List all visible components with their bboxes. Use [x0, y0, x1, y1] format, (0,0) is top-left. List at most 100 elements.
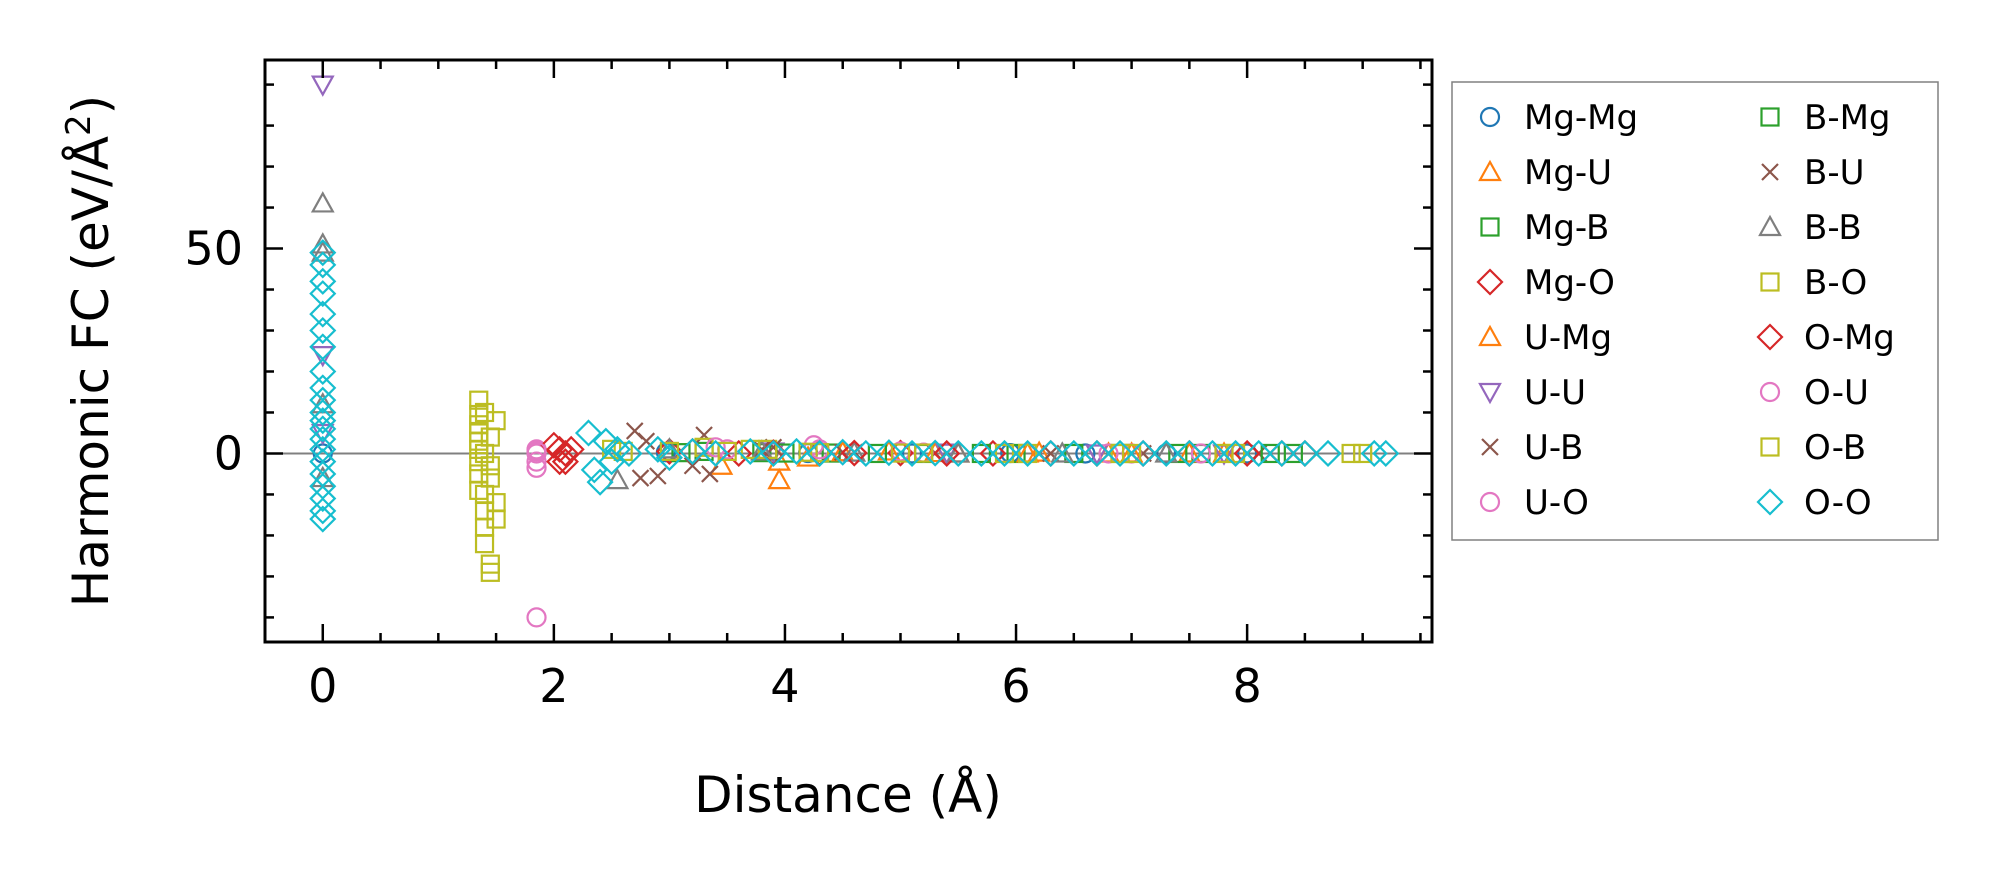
data-point-o-o: [1129, 439, 1157, 468]
legend-item-mg-b: Mg-B: [1480, 208, 1609, 248]
legend-item-b-u: B-U: [1761, 153, 1864, 193]
data-point-b-o: [480, 456, 500, 476]
legend-label: Mg-O: [1524, 263, 1615, 303]
data-point-o-o: [309, 398, 337, 427]
data-point-u-u: [310, 345, 335, 368]
data-point-b-b: [310, 191, 335, 213]
x-tick-label: 4: [770, 659, 799, 713]
data-point-o-o: [1372, 439, 1400, 468]
data-point-o-o: [678, 437, 707, 465]
data-point-b-o: [1110, 443, 1130, 464]
data-point-b-o: [469, 480, 489, 500]
data-point-u-o: [1098, 443, 1119, 464]
data-point-mg-u: [1027, 440, 1052, 462]
data-point-o-o: [1037, 439, 1065, 468]
x-tick-label: 6: [1001, 659, 1030, 713]
data-point-o-o: [309, 239, 337, 267]
legend-label: U-B: [1524, 428, 1583, 468]
data-point-o-u: [705, 437, 726, 458]
data-point-u-mg: [830, 439, 855, 462]
data-point-u-u: [1085, 444, 1109, 466]
legend-marker-mg-u: [1478, 159, 1502, 182]
data-point-o-mg: [933, 439, 961, 468]
legend-marker-mg-b: [1480, 217, 1500, 237]
data-point-o-o: [806, 439, 834, 468]
data-point-mg-o: [979, 439, 1007, 468]
data-point-b-mg: [1168, 443, 1188, 464]
series-b-o: [469, 390, 1373, 582]
data-point-o-u: [526, 457, 547, 478]
data-point-o-o: [702, 439, 730, 468]
tick-labels: 0 2 4 6 8 0 50: [184, 222, 1261, 713]
legend-item-b-b: B-B: [1758, 208, 1862, 248]
data-point-b-b: [749, 439, 774, 461]
legend: Mg-Mg Mg-U Mg-B Mg-O U-Mg U-U U-B U-O B-Mg B-U B-B…: [1451, 81, 1939, 541]
data-point-o-o: [309, 484, 337, 513]
data-point-o-o: [1014, 439, 1042, 468]
data-point-u-b: [631, 469, 650, 487]
legend-label: B-Mg: [1804, 98, 1891, 138]
data-point-o-o: [309, 386, 337, 414]
data-point-mg-o: [725, 439, 753, 468]
data-point-o-mg: [557, 435, 585, 463]
legend-label: U-O: [1524, 483, 1589, 523]
data-point-mg-b: [752, 443, 772, 463]
data-point-o-o: [309, 497, 337, 525]
data-point-b-mg: [671, 443, 691, 463]
data-point-o-o: [309, 415, 337, 443]
legend-entries: Mg-Mg Mg-U Mg-B Mg-O U-Mg U-U U-B U-O B-Mg B-U B-B…: [1476, 98, 1895, 523]
data-point-o-b: [1341, 443, 1361, 464]
data-point-o-mg: [551, 439, 579, 468]
y-axis-label-main: Harmonic FC (eV/Å: [62, 136, 120, 607]
data-point-o-o: [759, 439, 787, 468]
legend-marker-b-mg: [1760, 107, 1780, 127]
legend-item-mg-o: Mg-O: [1476, 263, 1615, 303]
x-tick-label: 0: [308, 659, 337, 713]
data-point-o-b: [717, 441, 737, 462]
data-point-o-o: [309, 316, 337, 345]
y-tick-label: 0: [214, 426, 243, 480]
data-point-o-o: [990, 439, 1019, 468]
data-point-o-o: [829, 438, 857, 466]
data-point-o-o: [1222, 439, 1250, 468]
data-point-o-b: [1017, 443, 1038, 464]
legend-box: [1451, 81, 1939, 541]
data-point-o-o: [944, 439, 972, 468]
legend-label: B-O: [1804, 263, 1867, 303]
legend-label: U-Mg: [1524, 318, 1612, 358]
legend-item-o-mg: O-Mg: [1756, 318, 1895, 358]
legend-marker-mg-mg: [1479, 106, 1501, 128]
axis-ticks: [265, 60, 1432, 642]
data-point-o-o: [1083, 439, 1111, 468]
data-point-o-o: [644, 435, 672, 463]
data-point-o-b: [1225, 443, 1246, 464]
data-point-o-o: [898, 439, 926, 468]
legend-item-o-b: O-B: [1760, 428, 1866, 468]
legend-item-o-o: O-O: [1756, 483, 1872, 523]
legend-label: O-O: [1804, 483, 1872, 523]
legend-marker-u-u: [1478, 382, 1502, 405]
data-point-o-b: [480, 427, 500, 447]
data-point-u-mg: [1177, 441, 1202, 463]
y-axis-label: Harmonic FC (eV/Å2): [59, 95, 120, 607]
data-point-o-b: [480, 468, 500, 488]
plot-area: [263, 58, 1434, 644]
legend-label: O-Mg: [1804, 318, 1895, 358]
data-point-b-u: [637, 432, 656, 450]
series-o-o: [309, 239, 1400, 533]
data-point-b-o: [486, 509, 506, 529]
data-point-o-o: [655, 444, 683, 472]
legend-item-mg-u: Mg-U: [1478, 153, 1612, 193]
data-point-o-o: [309, 407, 337, 435]
data-point-b-o: [469, 439, 489, 459]
data-point-o-b: [914, 443, 934, 463]
data-point-o-b: [474, 402, 495, 423]
data-point-o-o: [921, 439, 949, 467]
data-point-b-o: [474, 534, 495, 554]
legend-marker-o-o: [1756, 488, 1784, 516]
data-point-o-mg: [1233, 439, 1261, 468]
legend-marker-u-b: [1481, 438, 1499, 456]
data-point-b-o: [890, 443, 911, 463]
data-point-o-mg: [540, 431, 568, 459]
y-axis-label-close: ): [62, 95, 120, 115]
